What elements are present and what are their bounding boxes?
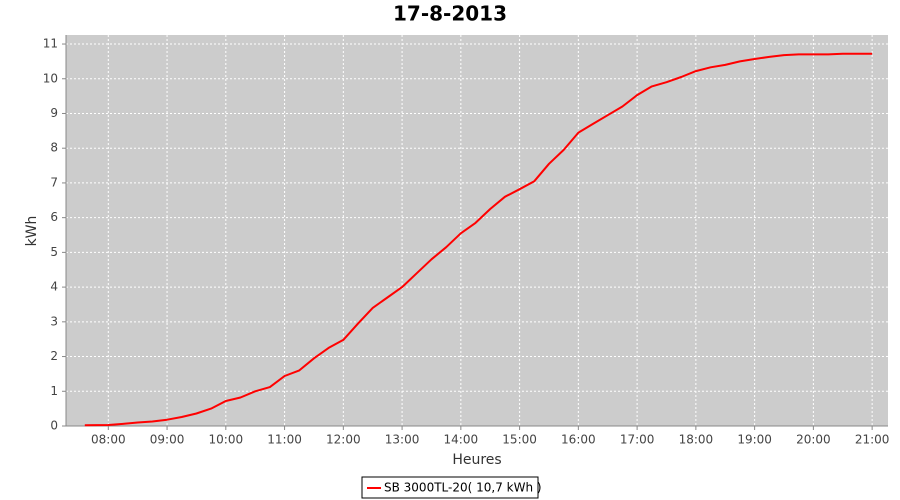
y-tick-label: 8 bbox=[50, 141, 58, 155]
legend-label: SB 3000TL-20( 10,7 kWh ) bbox=[384, 481, 542, 495]
x-tick-label: 12:00 bbox=[326, 433, 361, 447]
y-tick-label: 5 bbox=[50, 245, 58, 259]
y-tick-label: 6 bbox=[50, 210, 58, 224]
x-tick-label: 08:00 bbox=[91, 433, 126, 447]
y-tick-label: 7 bbox=[50, 175, 58, 189]
y-tick-label: 9 bbox=[50, 106, 58, 120]
x-tick-label: 20:00 bbox=[796, 433, 831, 447]
x-tick-label: 18:00 bbox=[679, 433, 714, 447]
x-tick-label: 16:00 bbox=[561, 433, 596, 447]
y-tick-label: 10 bbox=[43, 71, 58, 85]
x-tick-label: 10:00 bbox=[209, 433, 244, 447]
plot-area bbox=[66, 35, 888, 426]
x-tick-label: 13:00 bbox=[385, 433, 420, 447]
series-line bbox=[84, 52, 873, 427]
y-tick-label: 0 bbox=[50, 419, 58, 433]
x-tick-label: 21:00 bbox=[855, 433, 890, 447]
x-tick-label: 14:00 bbox=[444, 433, 479, 447]
x-tick-label: 17:00 bbox=[620, 433, 655, 447]
y-tick-label: 1 bbox=[50, 384, 58, 398]
x-tick-label: 11:00 bbox=[267, 433, 302, 447]
chart-title: 17-8-2013 bbox=[393, 2, 507, 26]
y-tick-label: 2 bbox=[50, 349, 58, 363]
x-tick-label: 19:00 bbox=[737, 433, 772, 447]
y-axis-label: kWh bbox=[24, 216, 40, 247]
x-axis-label: Heures bbox=[452, 452, 501, 468]
x-tick-label: 15:00 bbox=[502, 433, 537, 447]
y-tick-label: 4 bbox=[50, 280, 58, 294]
y-tick-label: 11 bbox=[43, 37, 58, 51]
x-tick-label: 09:00 bbox=[150, 433, 185, 447]
legend-box bbox=[361, 476, 539, 499]
y-tick-label: 3 bbox=[50, 314, 58, 328]
